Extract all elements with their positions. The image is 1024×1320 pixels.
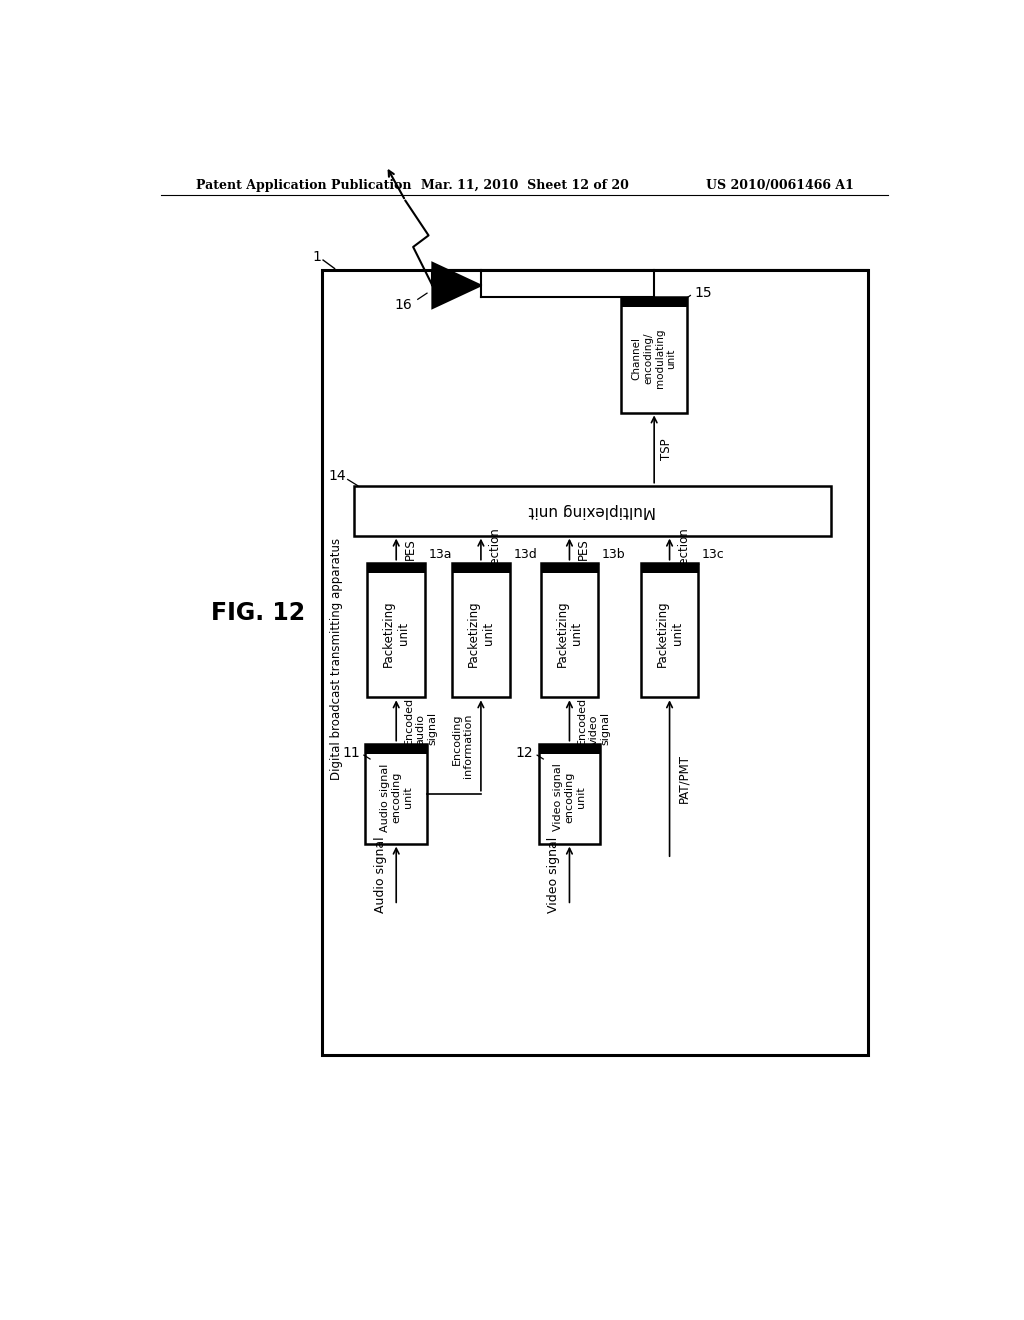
Bar <box>539 743 600 843</box>
Text: Packetizing
unit: Packetizing unit <box>382 601 411 667</box>
Bar <box>541 562 598 697</box>
Text: PES: PES <box>403 539 417 560</box>
Text: Patent Application Publication: Patent Application Publication <box>196 178 412 191</box>
Text: Section: Section <box>677 527 690 572</box>
Text: Encoded
video
signal: Encoded video signal <box>578 697 610 744</box>
Bar <box>366 743 427 754</box>
Text: Encoded
audio
signal: Encoded audio signal <box>403 697 437 744</box>
Text: 14: 14 <box>329 470 346 483</box>
Text: Audio signal: Audio signal <box>374 836 387 913</box>
Text: Video signal
encoding
unit: Video signal encoding unit <box>553 763 586 832</box>
Text: PES: PES <box>578 539 590 560</box>
Polygon shape <box>432 263 481 308</box>
Text: Audio signal
encoding
unit: Audio signal encoding unit <box>380 763 413 832</box>
Bar <box>368 562 425 697</box>
Text: 13d: 13d <box>513 548 537 561</box>
Bar <box>452 562 510 697</box>
Bar <box>366 743 427 843</box>
Text: Video signal: Video signal <box>547 837 560 912</box>
Text: Encoding
information: Encoding information <box>452 713 473 777</box>
Text: Mar. 11, 2010  Sheet 12 of 20: Mar. 11, 2010 Sheet 12 of 20 <box>421 178 629 191</box>
Text: Channel
encoding/
modulating
unit: Channel encoding/ modulating unit <box>632 329 677 388</box>
Bar <box>622 297 687 412</box>
Text: PAT/PMT: PAT/PMT <box>677 754 690 803</box>
Text: FIG. 12: FIG. 12 <box>211 601 305 624</box>
Text: 11: 11 <box>342 746 360 760</box>
Bar <box>322 271 868 1056</box>
Bar <box>354 486 831 536</box>
Text: 16: 16 <box>394 298 413 312</box>
Text: Digital broadcast transmitting apparatus: Digital broadcast transmitting apparatus <box>331 537 343 780</box>
Bar <box>641 562 698 697</box>
Bar <box>539 743 600 754</box>
Bar <box>622 297 687 308</box>
Bar <box>368 562 425 573</box>
Text: TSP: TSP <box>660 438 674 459</box>
Bar <box>541 562 598 573</box>
Text: 15: 15 <box>694 286 712 300</box>
Text: 13b: 13b <box>602 548 626 561</box>
Text: Packetizing
unit: Packetizing unit <box>467 601 495 667</box>
Text: Packetizing
unit: Packetizing unit <box>555 601 584 667</box>
Text: 12: 12 <box>516 746 534 760</box>
Text: Section: Section <box>488 527 502 572</box>
Text: 1: 1 <box>312 249 322 264</box>
Bar <box>641 562 698 573</box>
Text: 13a: 13a <box>429 548 452 561</box>
Bar <box>452 562 510 573</box>
Text: 13c: 13c <box>701 548 725 561</box>
Text: US 2010/0061466 A1: US 2010/0061466 A1 <box>707 178 854 191</box>
Text: Packetizing
unit: Packetizing unit <box>655 601 684 667</box>
Text: Multiplexing unit: Multiplexing unit <box>528 503 656 519</box>
